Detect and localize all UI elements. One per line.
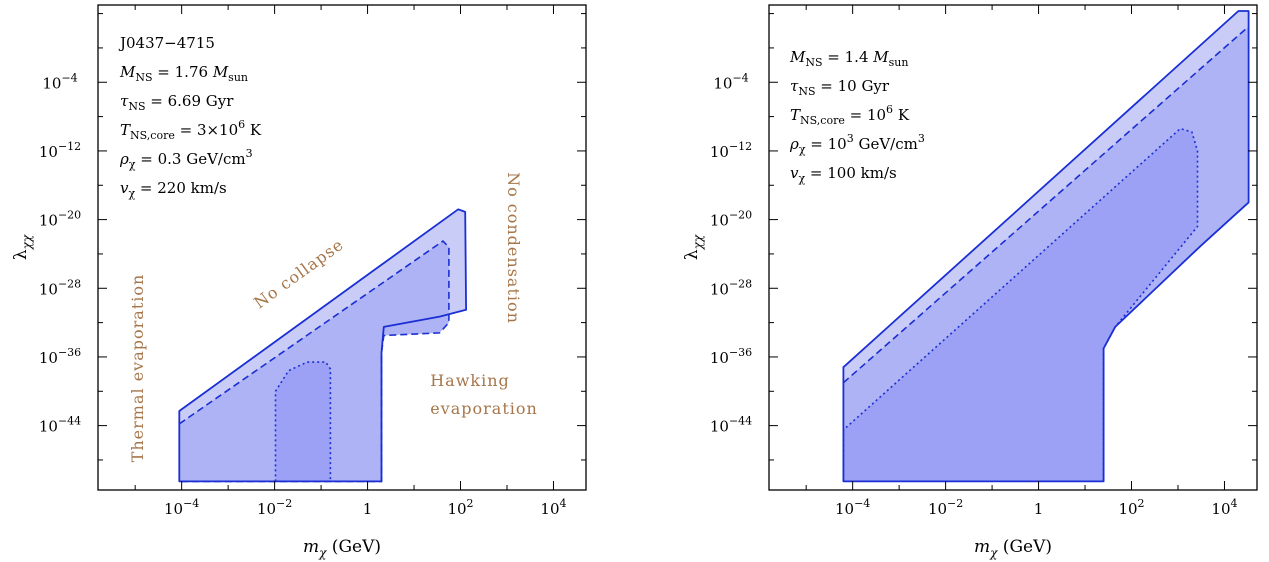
y-tick-label: 10−36: [710, 346, 752, 367]
x-tick-label: 102: [1118, 497, 1144, 518]
info-line: τNS = 6.69 Gyr: [120, 92, 234, 113]
y-tick-label: 10−4: [42, 71, 77, 92]
y-tick-label: 10−20: [39, 209, 81, 230]
dashed-boundary-line: [842, 25, 1250, 384]
dotted-boundary-line: [274, 361, 332, 482]
x-tick-label: 10−4: [835, 497, 870, 518]
info-line: MNS = 1.4 Msun: [789, 48, 908, 69]
dashed-boundary-line: [178, 240, 450, 483]
mid-region-fill: [179, 241, 449, 482]
info-line: vχ = 100 km/s: [790, 164, 897, 185]
info-line: ρχ = 103 GeV/cm3: [789, 132, 925, 156]
hawking-label: Hawking: [430, 371, 510, 390]
info-line: J0437−4715: [118, 34, 215, 52]
y-tick-label: 10−36: [39, 346, 81, 367]
inner-region-fill: [275, 362, 331, 482]
info-line: TNS,core = 3×106 K: [120, 118, 262, 142]
x-axis-title: mχ (GeV): [974, 537, 1052, 560]
y-tick-label: 10−44: [710, 415, 752, 436]
info-line: τNS = 10 Gyr: [790, 77, 890, 98]
x-tick-label: 104: [540, 497, 566, 518]
y-tick-label: 10−4: [713, 71, 748, 92]
dotted-boundary-line: [842, 127, 1199, 482]
plot-frame: [768, 4, 1258, 491]
y-tick-label: 10−12: [710, 140, 752, 161]
x-tick-label: 1: [1034, 500, 1044, 518]
info-line: MNS = 1.76 Msun: [119, 63, 248, 84]
y-tick-label: 10−20: [710, 209, 752, 230]
x-tick-label: 102: [447, 497, 473, 518]
y-tick-label: 10−28: [39, 277, 81, 298]
inner-region-fill: [843, 128, 1198, 482]
x-tick-label: 10−4: [164, 497, 199, 518]
left-chart-panel: 10−4 10−2 1 102 104 10−4 10−12 10−20 10−28 10−36 1…: [11, 4, 587, 560]
x-tick-label: 10−2: [928, 497, 963, 518]
right-chart-panel: 10−4 10−2 1 102 104 10−4 10−12 10−20 10−28 10−36 1…: [682, 4, 1258, 560]
evaporation-label: evaporation: [430, 399, 538, 418]
info-line: ρχ = 0.3 GeV/cm3: [119, 147, 253, 171]
y-axis-title: λχχ: [682, 234, 705, 260]
y-tick-label: 10−12: [39, 140, 81, 161]
thermal-evaporation-label: Thermal evaporation: [128, 274, 147, 463]
plot-frame: [97, 4, 587, 491]
x-tick-label: 1: [363, 500, 373, 518]
x-tick-label: 104: [1211, 497, 1237, 518]
x-axis-title: mχ (GeV): [303, 537, 381, 560]
y-axis-title: λχχ: [11, 234, 34, 260]
info-line: vχ = 220 km/s: [120, 179, 227, 200]
y-tick-label: 10−28: [710, 277, 752, 298]
info-line: TNS,core = 106 K: [790, 103, 910, 127]
no-condensation-label: No condensation: [504, 172, 523, 324]
y-tick-label: 10−44: [39, 415, 81, 436]
x-tick-label: 10−2: [257, 497, 292, 518]
